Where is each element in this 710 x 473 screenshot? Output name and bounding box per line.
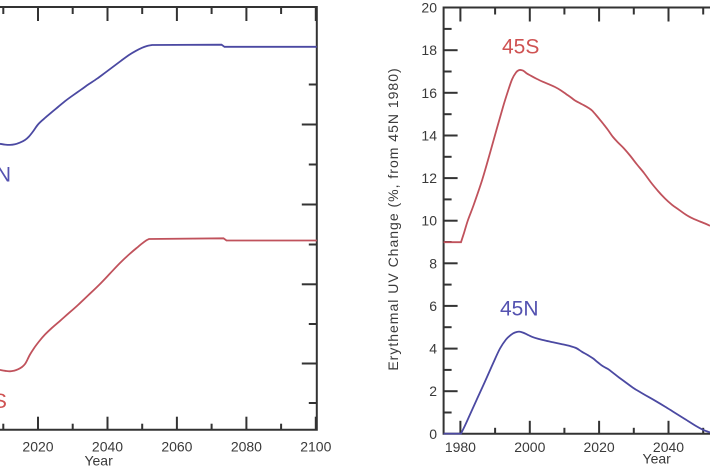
svg-text:2060: 2060 bbox=[161, 439, 192, 455]
svg-text:18: 18 bbox=[421, 42, 437, 58]
svg-text:2020: 2020 bbox=[22, 439, 53, 455]
svg-text:2000: 2000 bbox=[514, 439, 545, 455]
svg-text:45N: 45N bbox=[500, 298, 539, 321]
svg-text:20: 20 bbox=[421, 0, 437, 16]
svg-text:Year: Year bbox=[643, 451, 672, 467]
svg-text:2020: 2020 bbox=[584, 439, 615, 455]
svg-text:0: 0 bbox=[429, 426, 437, 442]
svg-text:2080: 2080 bbox=[231, 439, 262, 455]
svg-text:1980: 1980 bbox=[445, 439, 476, 455]
svg-text:45S: 45S bbox=[502, 36, 539, 59]
svg-text:2040: 2040 bbox=[653, 439, 684, 455]
svg-text:45N: 45N bbox=[0, 164, 11, 187]
svg-text:Erythemal UV Change (%, from: Erythemal UV Change (%, from 45N 1980) bbox=[385, 67, 401, 370]
svg-text:4: 4 bbox=[429, 341, 437, 357]
svg-text:2100: 2100 bbox=[300, 439, 331, 455]
svg-text:12: 12 bbox=[421, 170, 437, 186]
svg-text:Year: Year bbox=[84, 453, 113, 469]
svg-text:14: 14 bbox=[421, 128, 437, 144]
svg-text:10: 10 bbox=[421, 213, 437, 229]
svg-text:16: 16 bbox=[421, 85, 437, 101]
svg-text:2040: 2040 bbox=[92, 439, 123, 455]
svg-text:6: 6 bbox=[429, 298, 437, 314]
svg-text:8: 8 bbox=[429, 255, 437, 271]
svg-text:2: 2 bbox=[429, 383, 437, 399]
svg-text:45S: 45S bbox=[0, 390, 7, 413]
